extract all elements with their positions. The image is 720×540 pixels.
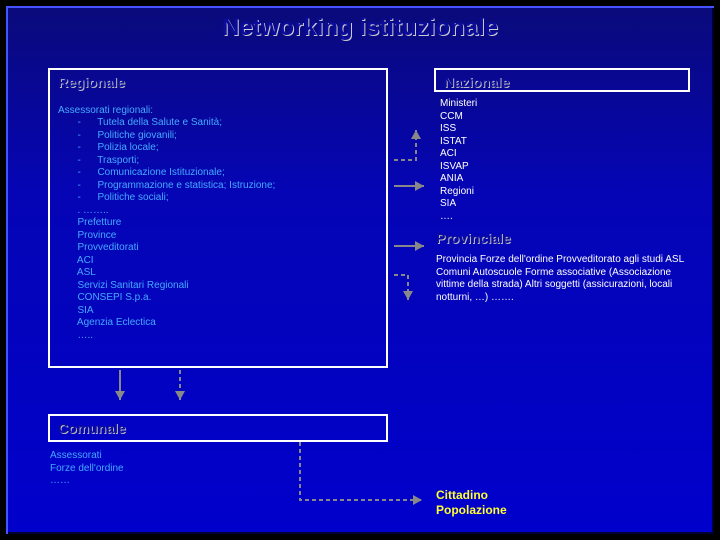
box-comunale: Comunale — [48, 414, 388, 442]
cittadino-line2: Popolazione — [436, 503, 507, 518]
content-comunale: Assessorati Forze dell'ordine …… — [50, 450, 124, 488]
heading-nazionale: Nazionale — [444, 74, 680, 90]
box-regionale: Regionale Assessorati regionali: - Tutel… — [48, 68, 388, 368]
cittadino-line1: Cittadino — [436, 488, 507, 503]
content-regionale: Assessorati regionali: - Tutela della Sa… — [58, 92, 378, 342]
heading-provinciale: Provinciale — [436, 230, 511, 246]
box-nazionale: Nazionale — [434, 68, 690, 92]
content-provinciale: Provincia Forze dell'ordine Provveditora… — [436, 254, 690, 304]
heading-regionale: Regionale — [58, 74, 378, 90]
slide-title: Networking istituzionale — [6, 14, 714, 42]
cittadino-block: Cittadino Popolazione — [436, 488, 507, 518]
slide-frame: Networking istituzionale Regionale Asses… — [6, 6, 714, 534]
content-nazionale: Ministeri CCM ISS ISTAT ACI ISVAP ANIA R… — [440, 98, 477, 223]
heading-comunale: Comunale — [58, 420, 378, 436]
